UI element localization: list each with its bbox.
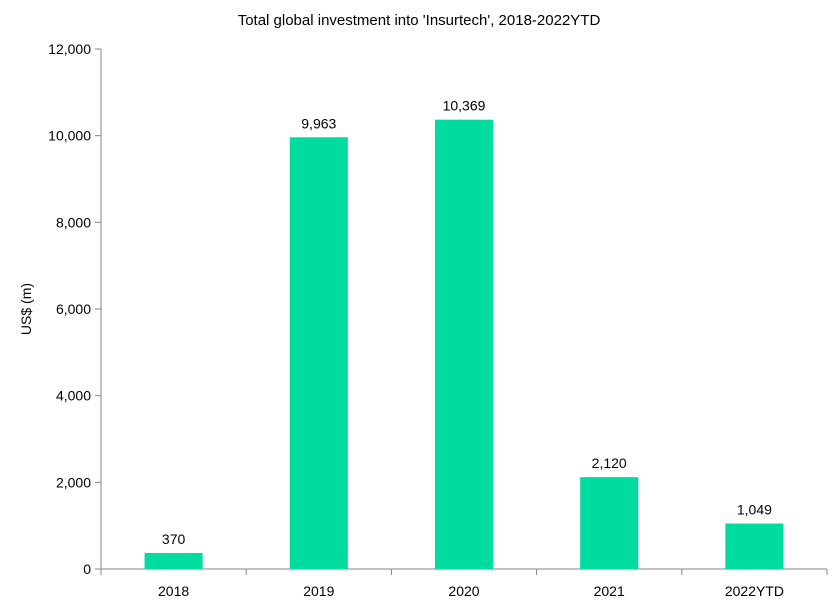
y-tick-label: 10,000 bbox=[48, 128, 91, 144]
bar-value-label: 10,369 bbox=[443, 98, 486, 114]
y-tick-label: 0 bbox=[83, 561, 91, 577]
x-tick-label: 2020 bbox=[448, 583, 479, 599]
bar bbox=[725, 523, 784, 569]
x-tick-label: 2018 bbox=[158, 583, 189, 599]
y-tick-label: 12,000 bbox=[48, 41, 91, 57]
x-axis: 2018 2019 2020 2021 2022YTD bbox=[100, 568, 828, 599]
y-axis-label: US$ (m) bbox=[18, 283, 34, 335]
y-axis: 0 2,000 4,000 6,000 8,000 10,000 12,000 bbox=[48, 41, 102, 577]
x-tick-label: 2021 bbox=[594, 583, 625, 599]
bar-value-label: 1,049 bbox=[737, 502, 772, 518]
data-labels: 370 9,963 10,369 2,120 1,049 bbox=[162, 98, 772, 547]
chart-title: Total global investment into 'Insurtech'… bbox=[238, 12, 601, 29]
bar bbox=[434, 119, 494, 569]
bar-value-label: 370 bbox=[162, 531, 186, 547]
x-tick-label: 2022YTD bbox=[725, 583, 784, 599]
y-tick-label: 2,000 bbox=[56, 474, 91, 490]
y-tick-label: 6,000 bbox=[56, 301, 91, 317]
bar-value-label: 9,963 bbox=[301, 115, 336, 131]
bar-series bbox=[144, 119, 784, 569]
bar bbox=[580, 477, 639, 569]
x-tick-label: 2019 bbox=[303, 583, 334, 599]
y-tick-label: 4,000 bbox=[56, 388, 91, 404]
bar bbox=[289, 137, 348, 569]
bar bbox=[144, 552, 203, 569]
bar-value-label: 2,120 bbox=[592, 455, 627, 471]
y-tick-label: 8,000 bbox=[56, 214, 91, 230]
